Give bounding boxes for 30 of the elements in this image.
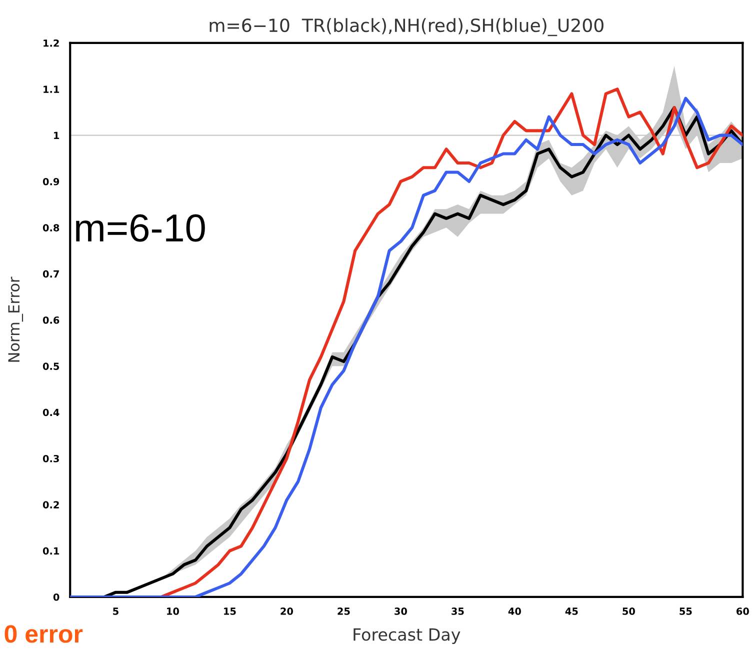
x-tick-label: 35 [452,608,464,615]
text: 0 error [4,625,83,643]
y-axis-title: Norm_Error [8,276,24,362]
y-tick-label: 0.5 [42,362,60,370]
x-tick-label: 40 [508,608,521,615]
x-tick-label: 10 [167,608,180,615]
x-axis-title: Forecast Day [354,628,460,644]
y-tick-label: 1.1 [44,86,60,93]
y-tick-label: 1 [54,132,60,139]
x-tick-label: 50 [622,608,635,615]
x-tick-label: 60 [736,608,749,615]
x-tick-label: 30 [394,608,408,615]
chart-title: m=6−10 TR(black),NH(red),SH(blue)_U200 [210,18,604,36]
x-tick-label: 55 [680,608,692,615]
y-tick-label: 0.9 [42,178,60,186]
y-tick-label: 0.8 [42,224,60,232]
y-tick-label: 0.7 [42,270,59,278]
y-tick-label: 0.3 [42,454,59,462]
y-tick-label: 1.2 [44,39,59,47]
annotation: m=6-10 [76,214,205,242]
y-tick-label: 0.4 [42,408,60,416]
x-tick-label: 15 [224,608,236,615]
y-tick-label: 0 [53,593,60,601]
x-tick-label: 25 [338,608,350,615]
x-tick-label: 5 [113,608,118,615]
x-tick-label: 45 [565,608,578,615]
y-tick-label: 0.6 [42,316,60,324]
y-tick-label: 0.2 [42,501,59,508]
y-tick-label: 0.1 [42,547,60,555]
x-tick-label: 20 [280,608,294,615]
